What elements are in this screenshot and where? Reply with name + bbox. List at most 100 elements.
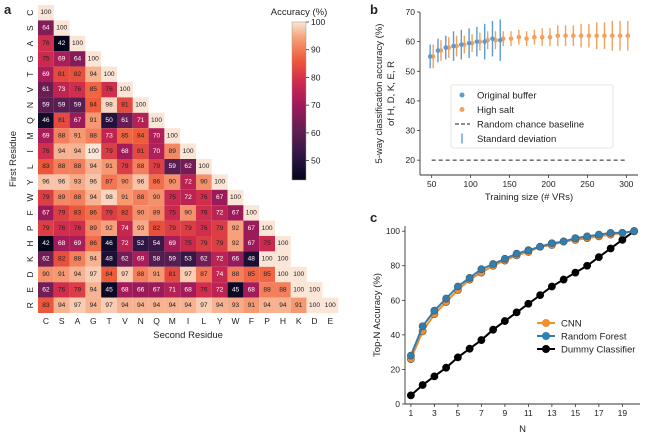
heatmap-cell-value: 100 bbox=[325, 302, 336, 309]
heatmap-cell-value: 100 bbox=[40, 9, 51, 16]
heatmap-col-label: G bbox=[90, 316, 97, 326]
data-point bbox=[606, 244, 615, 253]
heatmap-cell bbox=[180, 143, 196, 159]
heatmap-cell bbox=[132, 205, 149, 221]
heatmap-cell-value: 93 bbox=[232, 302, 240, 309]
colorbar: Accuracy (%)100 90 80 70 60 50 bbox=[271, 7, 327, 181]
heatmap-cell-value: 62 bbox=[121, 256, 129, 263]
x-tick-label: 13 bbox=[547, 408, 557, 418]
data-point bbox=[594, 230, 603, 239]
legend: CNN Random Forest Dummy Classifier bbox=[537, 319, 635, 356]
heatmap-cell bbox=[117, 251, 133, 267]
heatmap-cell-value: 76 bbox=[74, 86, 82, 93]
heatmap-cell bbox=[117, 266, 133, 283]
heatmap-cell bbox=[85, 282, 102, 298]
heatmap-cell-value: 88 bbox=[74, 163, 82, 170]
heatmap-cell-value: 82 bbox=[58, 256, 66, 263]
heatmap-cell bbox=[117, 174, 133, 190]
data-point bbox=[617, 33, 623, 39]
heatmap-cell bbox=[38, 143, 54, 159]
heatmap-cell-value: 67 bbox=[74, 117, 82, 124]
heatmap-cell-value: 88 bbox=[137, 271, 145, 278]
data-point bbox=[500, 317, 509, 325]
legend-label: Random chance baseline bbox=[477, 120, 584, 131]
heatmap-col-label: T bbox=[106, 316, 111, 326]
heatmap-cell-value: 67 bbox=[153, 286, 161, 293]
heatmap-cell bbox=[85, 297, 102, 313]
heatmap-cell bbox=[85, 189, 102, 206]
heatmap-cell bbox=[196, 282, 212, 298]
heatmap-cell-value: 85 bbox=[263, 271, 271, 278]
heatmap-cell bbox=[259, 236, 275, 252]
x-tick-label: 17 bbox=[594, 408, 604, 418]
heatmap-cell-value: 87 bbox=[200, 271, 208, 278]
heatmap-cell bbox=[69, 220, 86, 236]
x-tick-label: 150 bbox=[502, 179, 516, 189]
heatmap-cell-value: 59 bbox=[169, 163, 177, 170]
heatmap-cell bbox=[38, 51, 54, 67]
heatmap-cell-value: 89 bbox=[153, 209, 161, 216]
heatmap-cell-value: 96 bbox=[137, 179, 145, 186]
heatmap-cell-value: 88 bbox=[58, 163, 66, 170]
x-tick-label: 7 bbox=[479, 408, 484, 418]
heatmap-cell bbox=[164, 205, 181, 221]
heatmap-cell bbox=[259, 266, 275, 283]
heatmap-cell-value: 67 bbox=[248, 225, 256, 232]
data-point bbox=[430, 306, 439, 315]
heatmap-cell bbox=[85, 159, 102, 175]
heatmap-cell bbox=[196, 174, 212, 190]
heatmap-cell bbox=[38, 82, 54, 98]
heatmap-cell-value: 76 bbox=[200, 209, 208, 216]
heatmap-col-label: A bbox=[75, 316, 81, 326]
heatmap-col-label: K bbox=[296, 316, 302, 326]
heatmap-cell bbox=[227, 251, 244, 267]
heatmap-cell-value: 88 bbox=[137, 163, 145, 170]
heatmap-col-label: S bbox=[59, 316, 65, 326]
heatmap-cell bbox=[132, 282, 149, 298]
heatmap-cell-value: 98 bbox=[105, 194, 113, 201]
heatmap-cell bbox=[243, 266, 260, 283]
heatmap-cell-value: 88 bbox=[58, 132, 66, 139]
heatmap-cell-value: 69 bbox=[74, 240, 82, 247]
heatmap-cell-value: 46 bbox=[42, 117, 50, 124]
heatmap-cell-value: 76 bbox=[58, 286, 66, 293]
heatmap-cell-value: 67 bbox=[216, 194, 224, 201]
heatmap-cell-value: 79 bbox=[169, 225, 177, 232]
heatmap-cell-value: 94 bbox=[74, 271, 82, 278]
colorbar-tick-label: 60 bbox=[311, 128, 321, 138]
heatmap-cell-value: 94 bbox=[58, 302, 66, 309]
heatmap-cell bbox=[290, 266, 307, 283]
heatmap-cell-value: 82 bbox=[74, 71, 82, 78]
heatmap-row-label: E bbox=[25, 287, 35, 293]
heatmap-row-label: G bbox=[25, 56, 35, 63]
heatmap-cell-value: 70 bbox=[153, 148, 161, 155]
heatmap-cell bbox=[53, 66, 70, 82]
data-point bbox=[536, 291, 545, 300]
heatmap-row-label: A bbox=[25, 40, 35, 46]
heatmap-cell bbox=[38, 205, 54, 221]
heatmap-cell-value: 91 bbox=[90, 117, 98, 124]
data-point bbox=[559, 237, 568, 246]
legend-label: Dummy Classifier bbox=[561, 345, 635, 356]
heatmap-cell bbox=[148, 112, 165, 129]
heatmap-cell bbox=[101, 251, 117, 267]
heatmap-col-label: V bbox=[122, 316, 128, 326]
heatmap-cell bbox=[211, 266, 228, 283]
series-dummy-classifier bbox=[406, 227, 639, 400]
heatmap-cell bbox=[53, 189, 70, 206]
heatmap-cell-value: 46 bbox=[105, 240, 113, 247]
data-point bbox=[586, 33, 592, 39]
heatmap-cell bbox=[227, 266, 244, 283]
heatmap-cell-value: 72 bbox=[216, 286, 224, 293]
heatmap-cell-value: 90 bbox=[153, 194, 161, 201]
heatmap-cell-value: 72 bbox=[184, 179, 192, 186]
heatmap-cell-value: 81 bbox=[58, 117, 66, 124]
heatmap-cell-value: 100 bbox=[309, 302, 320, 309]
heatmap-cell bbox=[38, 266, 54, 283]
heatmap-cell-value: 94 bbox=[137, 302, 145, 309]
heatmap-cell bbox=[275, 297, 291, 313]
heatmap-cell bbox=[164, 143, 181, 159]
heatmap-cell bbox=[101, 97, 117, 113]
heatmap-row-label: V bbox=[25, 87, 35, 93]
